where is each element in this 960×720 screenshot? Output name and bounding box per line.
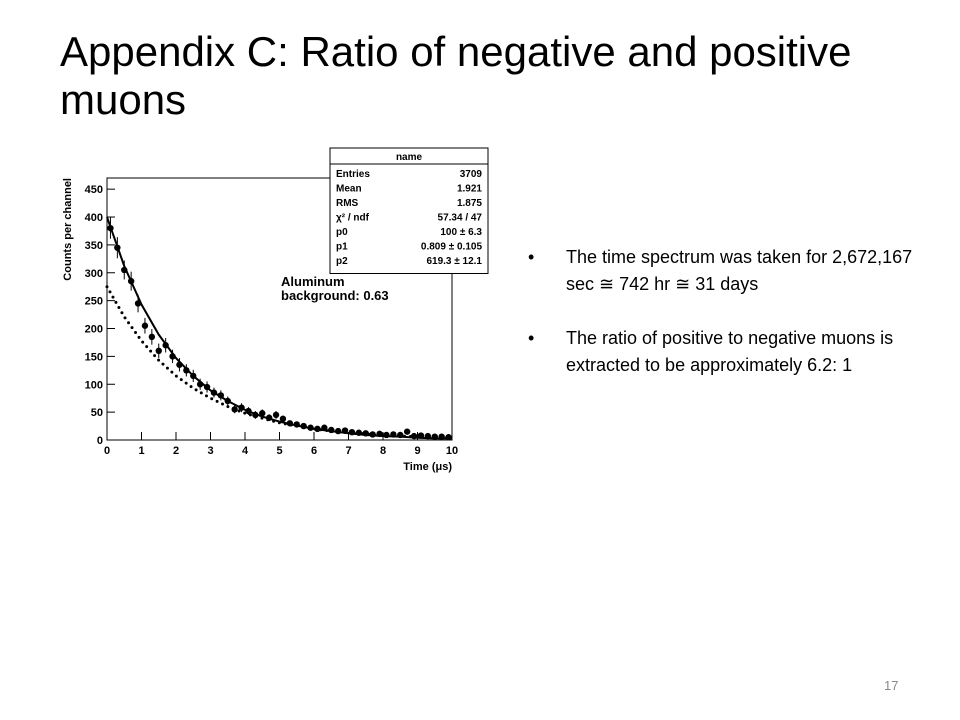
stats-value: 3709 [460,169,483,180]
x-tick-label: 9 [414,445,420,457]
x-tick-label: 4 [242,445,249,457]
data-point [321,424,328,431]
chart: 0 50 100 150 200 250 300 350 400 450 0 1 2 3 4 5 6 7 8 9 10 T… [62,147,489,473]
data-point [203,383,211,391]
stats-key: p1 [336,242,348,253]
data-point [410,432,418,440]
data-point [417,432,425,439]
stats-value: 100 ± 6.3 [440,227,482,238]
data-point [107,224,114,232]
annotation: Aluminum [281,274,345,289]
data-point [238,404,245,411]
data-point [403,428,411,435]
data-point [217,392,225,399]
data-point [245,407,252,415]
data-point [397,431,404,439]
y-tick-label: 0 [97,435,103,447]
data-point [252,411,259,419]
fit-curve [105,285,454,440]
data-point [369,431,376,438]
x-tick-label: 0 [104,445,110,457]
data-point [341,427,349,434]
data-point [355,429,363,436]
x-tick-label: 3 [207,445,213,457]
stats-key: p2 [336,256,348,267]
stats-value: 1.875 [457,198,482,209]
data-point [210,389,218,396]
data-point [431,433,438,440]
stats-key: χ² / ndf [336,213,370,224]
data-point [134,300,142,307]
stats-key: Entries [336,169,370,180]
data-point [176,361,183,368]
y-tick-label: 50 [91,407,103,419]
stats-key: Mean [336,184,362,195]
data-point [293,421,300,428]
data-point [390,431,397,438]
y-tick-label: 400 [85,212,103,224]
data-point [383,431,390,439]
data-point [141,322,149,329]
data-point [279,415,287,423]
data-point [265,414,273,421]
x-tick-label: 5 [276,445,282,457]
data-point [334,427,342,435]
data-point [127,277,135,285]
stats-key: p0 [336,227,348,238]
data-point [286,420,294,427]
y-tick-label: 300 [85,268,103,280]
y-axis-label: Counts per channel [62,178,74,281]
data-point [196,381,204,388]
data-point [348,428,356,436]
y-tick-label: 200 [85,324,103,336]
x-tick-label: 2 [173,445,179,457]
page-number: 17 [884,678,899,693]
stats-value: 619.3 ± 12.1 [426,256,482,267]
data-point [155,347,162,355]
stats-box [329,147,489,274]
stats-value: 57.34 / 47 [438,213,483,224]
stats-value: 0.809 ± 0.105 [421,242,483,253]
y-tick-label: 350 [85,240,103,252]
x-tick-label: 10 [446,445,458,457]
data-point [169,353,176,360]
bullet-list: The time spectrum was taken for 2,672,16… [528,244,938,406]
data-point [307,424,314,431]
data-point [259,410,266,417]
data-point [224,397,231,405]
data-point [362,430,369,437]
x-tick-label: 8 [380,445,386,457]
bullet: The time spectrum was taken for 2,672,16… [528,244,938,298]
data-point [424,432,432,440]
stats-title: name [396,152,423,163]
x-axis-label: Time (μs) [403,461,452,473]
data-point [183,367,190,374]
data-point [300,422,307,430]
data-point [328,426,335,434]
data-point [445,434,452,441]
stats-value: 1.921 [457,184,482,195]
slide-title: Appendix C: Ratio of negative and positi… [60,28,852,123]
y-tick-label: 100 [85,379,103,391]
data-point [314,425,321,433]
y-tick-label: 250 [85,296,103,308]
data-point [162,342,169,349]
y-tick-label: 150 [85,351,103,363]
data-point [148,333,156,341]
x-tick-label: 6 [311,445,317,457]
data-point [114,244,121,251]
x-tick-label: 7 [345,445,351,457]
annotation: background: 0.63 [281,288,389,303]
data-point [121,266,128,274]
stats-key: RMS [336,198,359,209]
y-tick-label: 450 [85,184,103,196]
data-point [272,411,280,419]
x-tick-label: 1 [138,445,144,457]
data-point [231,406,238,413]
data-point [376,430,383,438]
bullet: The ratio of positive to negative muons … [528,325,938,379]
data-point [438,433,445,440]
data-point [190,372,197,380]
